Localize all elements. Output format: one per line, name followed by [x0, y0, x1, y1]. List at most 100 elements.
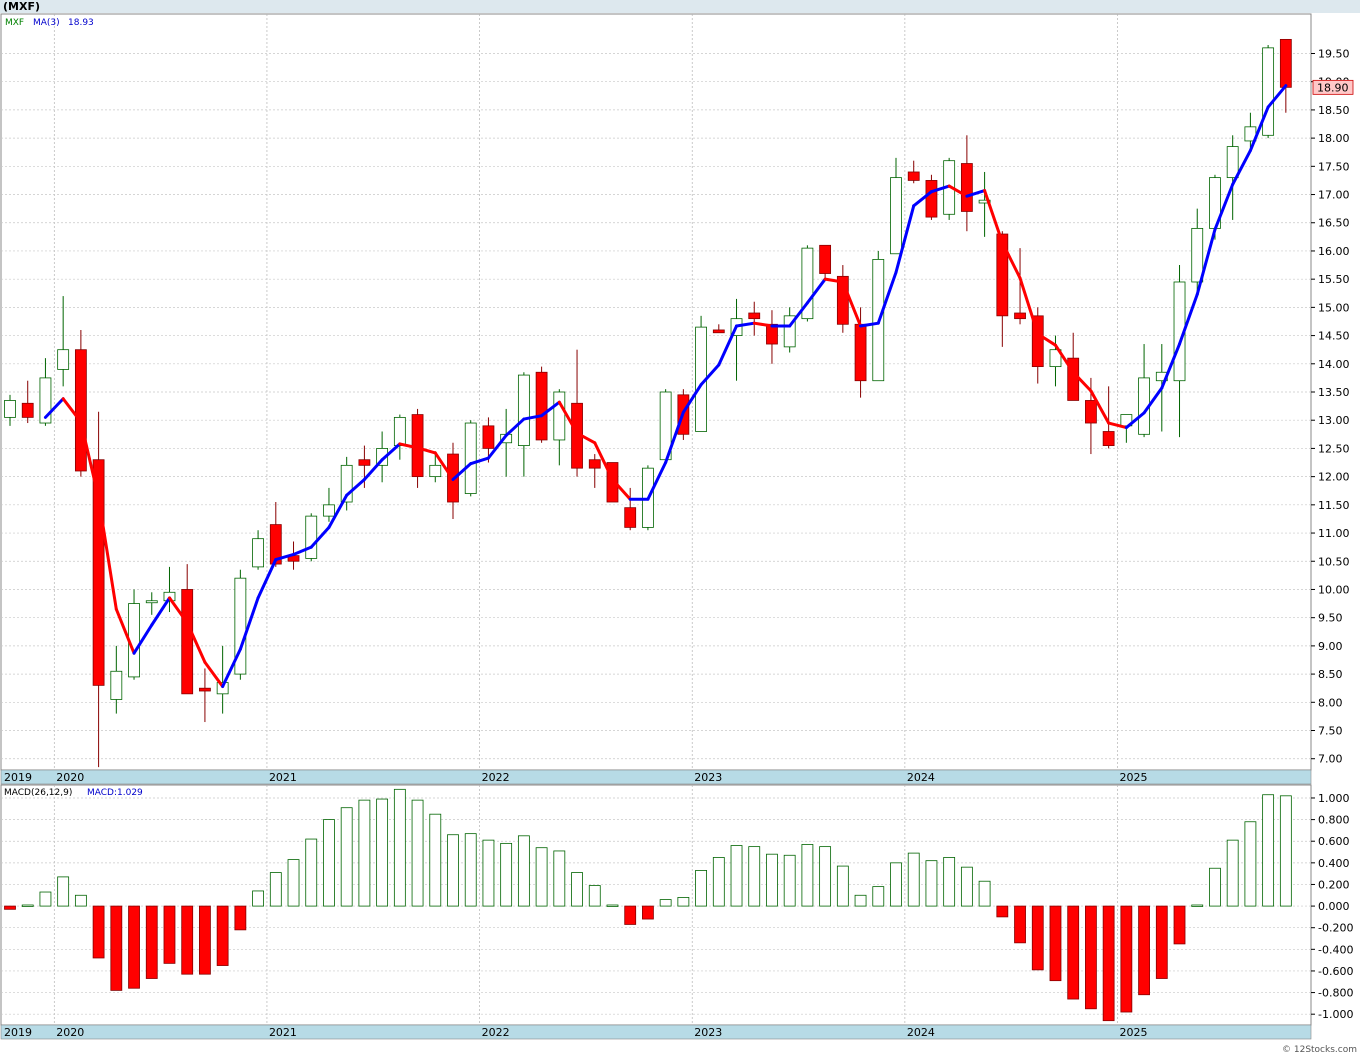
date-label: 2022	[482, 771, 510, 784]
macd-bar	[1280, 796, 1291, 906]
macd-bar	[572, 873, 583, 907]
macd-bar	[873, 887, 884, 906]
macd-bar	[696, 870, 707, 906]
price-tick-label: 13.00	[1318, 414, 1350, 427]
macd-legend-label: MACD(26,12,9)	[4, 788, 72, 798]
candle-body	[306, 516, 317, 558]
candle-body	[1015, 313, 1026, 319]
price-tick-label: 17.50	[1318, 160, 1350, 173]
last-price-label: 18.90	[1317, 81, 1349, 94]
macd-bar	[1032, 906, 1043, 970]
macd-y-axis: -1.000-0.800-0.600-0.400-0.2000.0000.200…	[1311, 792, 1353, 1021]
candle-body	[625, 508, 636, 528]
macd-bar	[22, 905, 33, 907]
macd-bar	[288, 860, 299, 906]
macd-bar	[855, 895, 866, 906]
price-tick-label: 13.50	[1318, 386, 1350, 399]
price-tick-label: 10.00	[1318, 583, 1350, 596]
macd-bar	[713, 857, 724, 906]
date-label: 2023	[694, 1026, 722, 1039]
macd-bar	[1227, 840, 1238, 906]
macd-bar	[1068, 906, 1079, 999]
macd-bar	[483, 840, 494, 906]
candle-body	[713, 330, 724, 333]
candle-body	[1103, 431, 1114, 445]
date-label: 2021	[269, 1026, 297, 1039]
price-tick-label: 12.50	[1318, 442, 1350, 455]
macd-bar	[359, 800, 370, 906]
macd-bar	[93, 906, 104, 958]
candle-body	[554, 392, 565, 440]
copyright-text: © 12Stocks.com	[1282, 1045, 1357, 1055]
price-tick-label: 12.00	[1318, 471, 1350, 484]
macd-bar	[1050, 906, 1061, 981]
macd-bar	[908, 853, 919, 906]
macd-bar	[270, 873, 281, 907]
date-label: 2019	[4, 1026, 32, 1039]
candle-body	[855, 324, 866, 380]
macd-bar	[75, 895, 86, 906]
candle-body	[182, 589, 193, 693]
macd-bar	[199, 906, 210, 974]
macd-bar	[820, 847, 831, 906]
candle-body	[111, 671, 122, 699]
candle-body	[430, 465, 441, 476]
macd-tick-label: -0.600	[1318, 965, 1353, 978]
macd-bar	[253, 891, 264, 906]
price-tick-label: 19.50	[1318, 47, 1350, 60]
macd-date-axis	[1, 1025, 1311, 1039]
macd-bar	[678, 897, 689, 906]
macd-tick-label: 0.000	[1318, 900, 1350, 913]
macd-bar	[1139, 906, 1150, 995]
candle-body	[536, 372, 547, 440]
macd-bar	[642, 906, 653, 919]
macd-bar	[607, 905, 618, 907]
date-label: 2020	[56, 1026, 84, 1039]
macd-bar	[660, 900, 671, 906]
macd-bar	[465, 834, 476, 906]
macd-bar	[377, 799, 388, 906]
candle-body	[891, 178, 902, 254]
price-tick-label: 18.50	[1318, 104, 1350, 117]
macd-bar	[1263, 795, 1274, 906]
macd-bar	[412, 800, 423, 906]
price-tick-label: 15.50	[1318, 273, 1350, 286]
macd-bar	[235, 906, 246, 930]
macd-bar	[837, 866, 848, 906]
macd-bar	[518, 836, 529, 906]
candle-body	[1085, 400, 1096, 423]
candle-body	[323, 505, 334, 516]
macd-tick-label: 1.000	[1318, 792, 1350, 805]
macd-tick-label: 0.400	[1318, 857, 1350, 870]
macd-bar	[111, 906, 122, 990]
macd-tick-label: 0.600	[1318, 835, 1350, 848]
macd-bar	[40, 892, 51, 906]
date-label: 2024	[907, 1026, 935, 1039]
macd-bar	[1156, 906, 1167, 978]
price-tick-label: 18.00	[1318, 132, 1350, 145]
macd-bar	[129, 906, 140, 988]
price-tick-label: 7.50	[1318, 725, 1343, 738]
macd-bar	[979, 881, 990, 906]
macd-bar	[766, 854, 777, 906]
macd-bar	[341, 808, 352, 906]
price-tick-label: 16.00	[1318, 245, 1350, 258]
price-tick-label: 7.00	[1318, 753, 1343, 766]
macd-bar	[58, 877, 69, 906]
macd-bar	[784, 855, 795, 906]
macd-bar	[802, 844, 813, 906]
macd-bar	[1085, 906, 1096, 1009]
ma-legend-label: MA(3)	[33, 18, 60, 28]
date-label: 2022	[482, 1026, 510, 1039]
candle-body	[589, 460, 600, 468]
macd-bar	[217, 906, 228, 965]
macd-bar	[1245, 822, 1256, 906]
macd-bar	[625, 906, 636, 924]
candle-body	[926, 180, 937, 217]
ma-legend-value: 18.93	[68, 18, 94, 28]
price-tick-label: 9.00	[1318, 640, 1343, 653]
candle-body	[199, 688, 210, 691]
price-tick-label: 11.50	[1318, 499, 1350, 512]
